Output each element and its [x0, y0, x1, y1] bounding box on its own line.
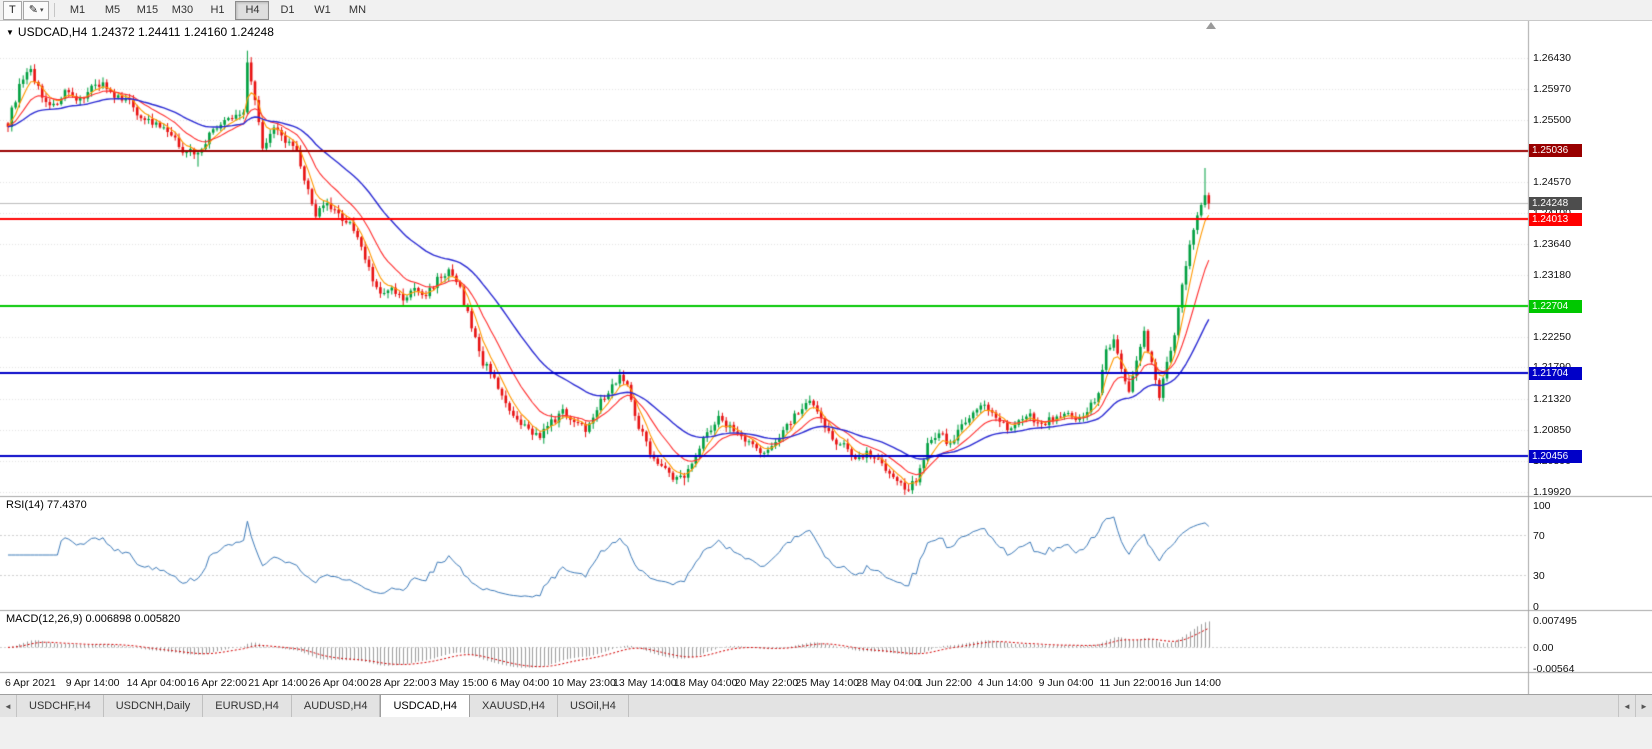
tab-audusd-h4[interactable]: AUDUSD,H4 [291, 695, 381, 717]
rsi-label: RSI(14) 77.4370 [6, 499, 87, 511]
tab-usdcnh-daily[interactable]: USDCNH,Daily [103, 695, 204, 717]
time-axis-label: 16 Jun 14:00 [1160, 677, 1221, 689]
tab-usdchf-h4[interactable]: USDCHF,H4 [17, 695, 104, 717]
timeframe-button-mn[interactable]: MN [348, 3, 367, 16]
price-axis-tick: 1.25970 [1533, 82, 1571, 95]
price-axis-tick: 1.24570 [1533, 176, 1571, 188]
price-axis-tick: 1.26430 [1533, 52, 1571, 64]
tab-scroll-left-button[interactable]: ◄ [0, 695, 17, 717]
timeframe-button-m30[interactable]: M30 [171, 3, 194, 16]
timeframe-button-w1[interactable]: W1 [314, 3, 331, 16]
chart-title-symbol: USDCAD,H4 [17, 25, 88, 39]
macd-axis-tick: -0.00564 [1533, 663, 1575, 675]
hline-price-badge: 1.21704 [1529, 366, 1582, 380]
price-axis-tick: 1.20850 [1533, 424, 1571, 436]
time-axis-label: 21 Apr 14:00 [248, 677, 308, 689]
rsi-axis-tick: 30 [1533, 570, 1545, 583]
price-axis-tick: 1.21320 [1533, 392, 1571, 405]
price-axis-tick: 1.23640 [1533, 238, 1571, 250]
time-axis-label: 3 May 15:00 [430, 677, 489, 689]
tab-eurusd-h4[interactable]: EURUSD,H4 [203, 695, 292, 717]
toolbar: T ✎ ▾ M1 M5 M15 M30 H1 H4 D1 W1 MN [0, 0, 1652, 21]
current-price-badge: 1.24248 [1529, 196, 1582, 210]
price-axis-tick: 1.22250 [1533, 330, 1571, 343]
tab-usdcad-h4[interactable]: USDCAD,H4 [380, 695, 471, 717]
time-axis-label: 20 May 22:00 [734, 677, 799, 689]
time-axis-label: 18 May 04:00 [673, 677, 738, 689]
tab-scroll-prev-button[interactable]: ◄ [1618, 695, 1635, 717]
time-axis-label: 28 Apr 22:00 [369, 677, 430, 689]
timeframe-button-m1[interactable]: M1 [69, 3, 86, 16]
timeframe-button-m5[interactable]: M5 [104, 3, 121, 16]
time-axis-label: 14 Apr 04:00 [126, 677, 187, 689]
chart-header: ▼ USDCAD,H4 1.24372 1.24411 1.24160 1.24… [6, 25, 274, 39]
timeframe-group: M1 M5 M15 M30 H1 H4 D1 W1 MN [60, 0, 374, 20]
tab-strip: USDCHF,H4 USDCNH,Daily EURUSD,H4 AUDUSD,H4 U… [17, 695, 629, 717]
price-axis-tick: 1.25500 [1533, 114, 1571, 126]
macd-label: MACD(12,26,9) 0.006898 0.005820 [6, 613, 181, 625]
hline-price-badge: 1.20456 [1529, 449, 1582, 463]
time-axis-label: 9 Apr 14:00 [65, 677, 120, 689]
time-axis-label: 4 Jun 14:00 [977, 677, 1033, 689]
price-axis-tick: 1.19920 [1533, 486, 1571, 498]
time-axis-label: 9 Jun 04:00 [1038, 677, 1094, 689]
chart-menu-icon[interactable]: ▼ [6, 27, 14, 37]
status-bar [0, 716, 1652, 749]
time-axis-label: 11 Jun 22:00 [1099, 677, 1160, 689]
time-axis-label: 10 May 23:00 [552, 677, 616, 689]
time-axis-label: 6 Apr 2021 [5, 677, 56, 689]
macd-axis-tick: 0.007495 [1533, 615, 1577, 627]
text-tool-button[interactable]: T [3, 0, 22, 20]
time-axis-label: 13 May 14:00 [613, 677, 677, 689]
time-axis-label: 25 May 14:00 [795, 677, 860, 689]
macd-axis-tick: 0.00 [1533, 642, 1554, 655]
hline-price-badge: 1.22704 [1529, 299, 1582, 313]
time-axis-label: 16 Apr 22:00 [187, 677, 247, 689]
tab-scroll-next-button[interactable]: ► [1635, 695, 1652, 717]
time-axis-label: 6 May 04:00 [491, 677, 550, 689]
rsi-axis-tick: 100 [1533, 500, 1551, 512]
pencil-icon: ✎ [28, 3, 38, 16]
arrow-right-icon: ► [1640, 701, 1648, 711]
timeframe-button-d1[interactable]: D1 [280, 3, 295, 16]
timeframe-button-h1[interactable]: H1 [210, 3, 225, 16]
tab-usoil-h4[interactable]: USOil,H4 [558, 695, 629, 717]
hline-price-badge: 1.25036 [1529, 144, 1582, 158]
tab-scroll-right-group: ◄ ► [1618, 695, 1652, 717]
time-axis-label: 28 May 04:00 [856, 677, 920, 689]
arrow-left-icon: ◄ [1623, 701, 1631, 711]
timeframe-button-h4[interactable]: H4 [235, 0, 270, 20]
time-axis-label: 26 Apr 04:00 [309, 677, 369, 689]
time-axis-label: 1 Jun 22:00 [917, 677, 972, 689]
symbol-tab-bar: ◄ USDCHF,H4 USDCNH,Daily EURUSD,H4 AUDUSD,H… [0, 694, 1652, 717]
rsi-axis-tick: 0 [1533, 601, 1539, 613]
tab-xauusd-h4[interactable]: XAUUSD,H4 [470, 695, 558, 717]
rsi-axis-tick: 70 [1533, 529, 1545, 542]
hline-price-badge: 1.24013 [1529, 212, 1582, 226]
arrow-left-icon: ◄ [4, 701, 12, 711]
chart-title-ohlc: 1.24372 1.24411 1.24160 1.24248 [91, 25, 274, 39]
price-axis-tick: 1.23180 [1533, 268, 1571, 281]
chart-shift-marker[interactable] [1206, 22, 1216, 29]
chevron-down-icon: ▾ [39, 6, 44, 14]
timeframe-button-m15[interactable]: M15 [136, 3, 159, 16]
draw-tool-button[interactable]: ✎ ▾ [22, 0, 50, 20]
toolbar-separator [54, 3, 56, 17]
